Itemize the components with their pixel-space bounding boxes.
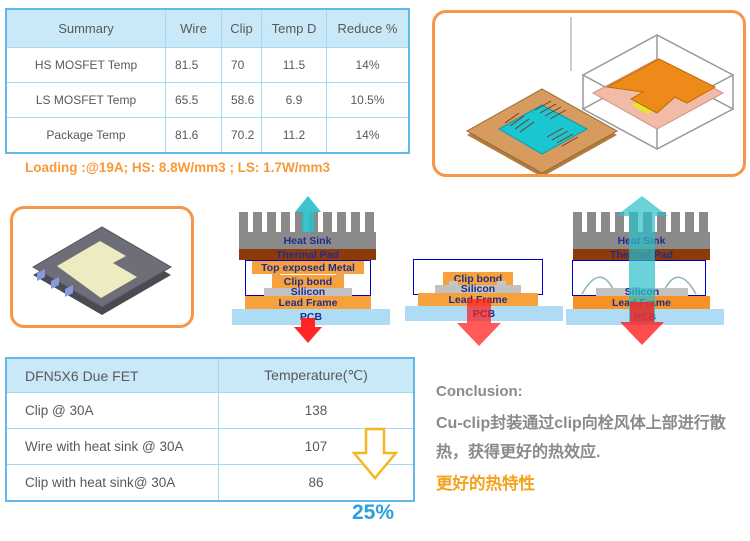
thermal-pad-layer: Thermal Pad [239, 249, 376, 261]
cell-temp-d: 11.5 [261, 48, 326, 82]
conclusion-title: Conclusion: [436, 383, 523, 400]
cell-temperature: 86 [218, 465, 413, 500]
temperature-table-header-row: DFN5X6 Due FET Temperature(℃) [7, 359, 413, 392]
wire-header: Wire [165, 10, 221, 47]
row-label: Clip @ 30A [25, 403, 94, 418]
cell-wire: 81.6 [165, 118, 221, 152]
heat-sink-layer: Heat Sink [239, 232, 376, 249]
clip-package-3d [581, 34, 735, 150]
row-label: Clip with heat sink@ 30A [25, 475, 176, 490]
cell-temperature: 138 [218, 393, 413, 428]
cell-clip: 58.6 [221, 83, 261, 117]
dfn-package-box [10, 206, 194, 328]
temperature-table: DFN5X6 Due FET Temperature(℃) Clip @ 30A… [5, 357, 415, 502]
cell-reduce: 14% [326, 118, 408, 152]
cell-wire: 81.5 [165, 48, 221, 82]
wirebond-package-3d [465, 88, 619, 177]
table-row: Package Temp 81.6 70.2 11.2 14% [7, 117, 408, 152]
package-pins [37, 269, 73, 297]
summary-header: Summary [58, 21, 114, 36]
conclusion-block: Conclusion: Cu-clip封装通过clip向栓风体上部进行散 热，获… [436, 383, 746, 494]
dfn-package-image [32, 226, 172, 315]
cell-wire: 65.5 [165, 83, 221, 117]
stack-wire-with-heatsink: Heat Sink Thermal Pad Silicon Lead Frame… [566, 196, 724, 346]
row-label: Package Temp [46, 128, 126, 142]
table-row: HS MOSFET Temp 81.5 70 11.5 14% [7, 47, 408, 82]
table-row: Clip @ 30A 138 [7, 392, 413, 428]
silicon-layer: Silicon [264, 286, 352, 298]
table-row: Clip with heat sink@ 30A 86 [7, 464, 413, 500]
stack-clip-only: Clip bond Silicon Lead Frame PCB [405, 253, 563, 353]
temperature-header: Temperature(℃) [218, 359, 413, 392]
cell-clip: 70.2 [221, 118, 261, 152]
cell-temp-d: 11.2 [261, 118, 326, 152]
bond-wires [504, 100, 579, 147]
clip-bond-layer: Clip bond [272, 275, 344, 288]
lead-frame-layer: Lead Frame [245, 296, 371, 309]
up-heat-arrow-icon [295, 196, 321, 246]
conclusion-highlight: 更好的热特性 [436, 475, 535, 493]
device-header: DFN5X6 Due FET [25, 367, 139, 384]
silicon-layer: Silicon [435, 283, 521, 295]
clip-bond-layer: Clip bond [443, 272, 513, 285]
table-row: LS MOSFET Temp 65.5 58.6 6.9 10.5% [7, 82, 408, 117]
conclusion-line: 热，获得更好的热效应. [436, 444, 601, 461]
summary-table: Summary Wire Clip Temp D Reduce % HS MOS… [5, 8, 410, 154]
yellow-outline-down-arrow-icon [352, 427, 398, 480]
reduction-percent: 25% [352, 501, 395, 524]
row-label: LS MOSFET Temp [35, 93, 137, 107]
up-heat-arrow-icon [616, 196, 668, 322]
down-heat-arrow-icon [294, 318, 322, 343]
top-exposed-metal-layer: Top exposed Metal [252, 261, 364, 274]
die-bump [449, 281, 458, 285]
summary-table-header-row: Summary Wire Clip Temp D Reduce % [7, 10, 408, 47]
package-3d-comparison-box [432, 10, 746, 177]
row-label: HS MOSFET Temp [34, 58, 138, 72]
row-label: Wire with heat sink @ 30A [25, 439, 184, 454]
down-heat-arrow-icon [457, 299, 501, 346]
down-heat-arrow-icon [620, 302, 664, 345]
reduce-header: Reduce % [326, 10, 408, 47]
loading-note: Loading :@19A; HS: 8.8W/mm3 ; LS: 1.7W/m… [25, 160, 330, 175]
cell-temp-d: 6.9 [261, 83, 326, 117]
temp-d-header: Temp D [261, 10, 326, 47]
die-bump [497, 281, 506, 285]
dfn-package-3d [32, 226, 172, 315]
table-row: Wire with heat sink @ 30A 107 [7, 428, 413, 464]
clip-header: Clip [221, 10, 261, 47]
cell-temperature: 107 [218, 429, 413, 464]
bond-wires [581, 276, 697, 295]
stack-clip-with-heatsink: Heat Sink Thermal Pad Top exposed Metal … [232, 196, 390, 344]
package-3d-comparison-image [465, 17, 735, 177]
cell-reduce: 10.5% [326, 83, 408, 117]
cell-reduce: 14% [326, 48, 408, 82]
conclusion-line: Cu-clip封装通过clip向栓风体上部进行散 [436, 415, 726, 432]
cell-clip: 70 [221, 48, 261, 82]
